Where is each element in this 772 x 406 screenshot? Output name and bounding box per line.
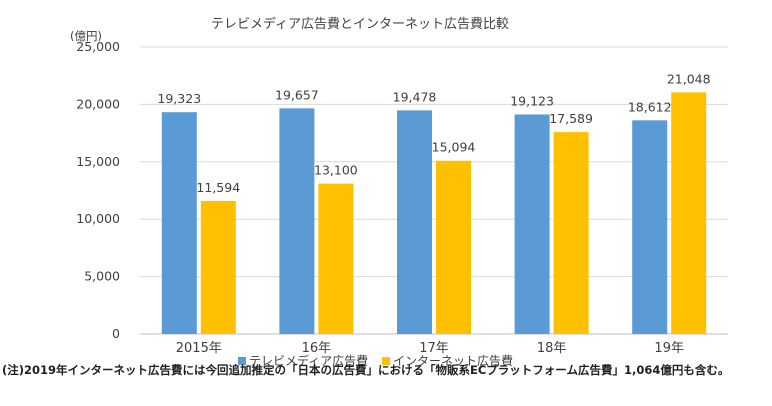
bars <box>161 92 707 334</box>
bar-internet <box>553 132 589 334</box>
x-tick-label: 16年 <box>302 341 332 356</box>
data-labels: 19,323 11,594 19,657 13,100 19,478 15,094 19,1… <box>157 71 710 195</box>
x-tick-label: 17年 <box>419 341 449 356</box>
x-tick-label: 2015年 <box>176 341 222 356</box>
bar-internet <box>671 92 707 334</box>
gridlines <box>140 46 728 335</box>
bar-tv <box>632 120 668 334</box>
data-label: 13,100 <box>314 163 358 178</box>
legend-swatch <box>238 357 246 365</box>
data-label: 19,478 <box>393 89 437 104</box>
bar-internet <box>318 183 354 334</box>
data-label: 15,094 <box>432 140 476 155</box>
chart-title: テレビメディア広告費とインターネット広告費比較 <box>211 16 509 32</box>
bar-tv <box>514 114 550 334</box>
data-label: 18,612 <box>628 99 672 114</box>
bar-tv <box>161 112 197 334</box>
legend-entry: テレビメディア広告費 <box>249 353 368 368</box>
data-label: 17,589 <box>549 111 593 126</box>
legend: テレビメディア広告費 インターネット広告費 <box>238 353 513 368</box>
bar-internet <box>436 160 471 334</box>
y-tick-label: 5,000 <box>84 269 120 284</box>
y-tick-label: 20,000 <box>76 96 120 111</box>
legend-swatch <box>382 357 390 365</box>
data-label: 19,657 <box>275 87 319 102</box>
bar-internet <box>200 200 236 334</box>
y-axis-ticks: 0 5,000 10,000 15,000 20,000 25,000 <box>76 39 120 341</box>
footnote: (注)2019年インターネット広告費には今回追加推定の「日本の広告費」における「… <box>2 363 729 377</box>
x-axis-ticks: 2015年 16年 17年 18年 19年 <box>176 341 684 356</box>
data-label: 21,048 <box>667 71 711 86</box>
bar-tv <box>279 108 315 334</box>
y-unit-label: (億円) <box>70 29 102 43</box>
y-tick-label: 25,000 <box>76 39 120 54</box>
data-label: 19,323 <box>157 91 201 106</box>
bar-tv <box>397 110 432 334</box>
y-tick-label: 0 <box>112 326 120 341</box>
y-tick-label: 10,000 <box>76 211 120 226</box>
y-tick-label: 15,000 <box>76 154 120 169</box>
x-tick-label: 18年 <box>537 341 567 356</box>
legend-entry: インターネット広告費 <box>393 353 513 368</box>
data-label: 11,594 <box>196 180 240 195</box>
x-tick-label: 19年 <box>654 341 684 356</box>
data-label: 19,123 <box>510 93 554 108</box>
